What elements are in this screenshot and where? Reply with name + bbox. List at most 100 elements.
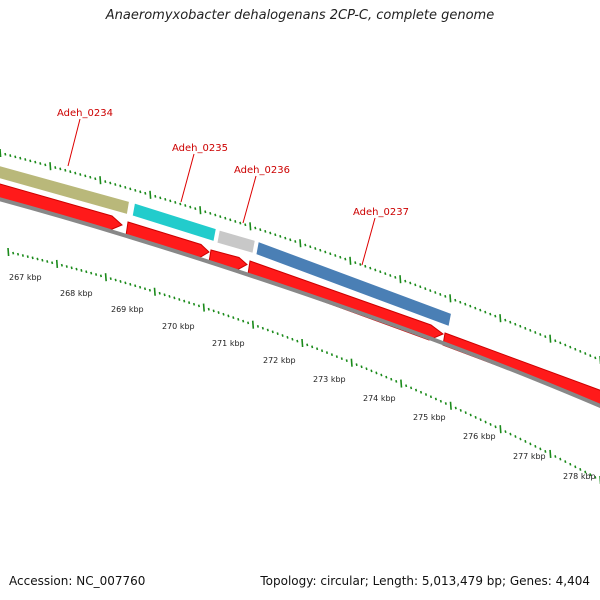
minor-tick <box>294 240 297 243</box>
feature-block-adeh-0237[interactable] <box>255 240 453 328</box>
minor-tick <box>316 347 319 351</box>
minor-tick <box>379 270 382 274</box>
minor-tick <box>232 316 235 320</box>
gene-label[interactable]: Adeh_0237 <box>353 207 409 218</box>
minor-tick <box>204 210 207 214</box>
minor-tick <box>90 271 93 275</box>
minor-tick <box>439 293 442 296</box>
minor-tick <box>489 312 492 316</box>
major-tick <box>499 425 502 434</box>
minor-tick <box>474 306 477 310</box>
minor-tick <box>534 445 537 448</box>
minor-tick <box>46 260 49 263</box>
gene-arrow[interactable] <box>125 221 210 259</box>
minor-tick <box>469 413 472 417</box>
minor-tick <box>119 280 122 283</box>
minor-tick <box>414 283 417 287</box>
major-tick <box>104 273 107 282</box>
minor-tick <box>306 343 309 347</box>
minor-tick <box>242 319 245 323</box>
minor-tick <box>114 183 117 186</box>
major-tick <box>349 256 352 265</box>
scale-label: 273 kbp <box>313 375 346 384</box>
minor-tick <box>124 185 127 189</box>
minor-tick <box>375 371 378 375</box>
minor-tick <box>219 215 222 218</box>
minor-tick <box>209 211 212 215</box>
minor-tick <box>325 351 329 355</box>
minor-tick <box>479 308 482 312</box>
gene-arrow[interactable] <box>0 183 123 231</box>
minor-tick <box>139 285 142 289</box>
minor-tick <box>454 298 457 302</box>
minor-tick <box>429 289 432 292</box>
label-leader-line <box>67 118 81 167</box>
minor-tick <box>64 168 67 172</box>
scale-label: 267 kbp <box>9 273 42 282</box>
label-leader-line <box>242 175 257 224</box>
minor-tick <box>364 264 367 268</box>
minor-tick <box>574 347 577 351</box>
map-title: Anaeromyxobacter dehalogenans 2CP-C, com… <box>105 8 495 23</box>
minor-tick <box>296 339 299 343</box>
minor-tick <box>369 266 372 270</box>
minor-tick <box>559 341 562 345</box>
minor-tick <box>439 399 442 403</box>
genome-backbone <box>0 197 600 409</box>
feature-block-adeh-0234[interactable] <box>0 164 131 216</box>
scale-label: 268 kbp <box>60 289 93 298</box>
minor-tick <box>554 455 557 458</box>
minor-tick <box>60 263 63 267</box>
outer-tick-track <box>0 148 600 365</box>
minor-tick <box>589 473 592 477</box>
minor-tick <box>286 335 289 339</box>
minor-tick <box>69 170 72 174</box>
minor-tick <box>544 335 547 339</box>
minor-tick <box>514 322 517 326</box>
minor-tick <box>85 270 88 274</box>
gene-arrow[interactable] <box>442 332 600 406</box>
minor-tick <box>539 447 542 451</box>
minor-tick <box>9 154 12 157</box>
gene-label[interactable]: Adeh_0236 <box>234 165 290 176</box>
minor-tick <box>394 275 397 279</box>
minor-tick <box>404 279 407 283</box>
minor-tick <box>34 160 37 164</box>
minor-tick <box>529 328 532 332</box>
minor-tick <box>70 266 73 270</box>
major-tick <box>99 176 102 185</box>
minor-tick <box>584 470 587 474</box>
feature-block-adeh-0236[interactable] <box>216 229 256 255</box>
feature-block-adeh-0235[interactable] <box>131 202 217 243</box>
minor-tick <box>284 236 287 240</box>
minor-tick <box>129 187 132 191</box>
gene-label[interactable]: Adeh_0235 <box>172 143 228 154</box>
gene-arrow[interactable] <box>247 260 444 341</box>
minor-tick <box>169 199 172 203</box>
minor-tick <box>89 175 92 179</box>
minor-tick <box>144 191 147 195</box>
minor-tick <box>419 285 422 289</box>
minor-tick <box>159 196 162 200</box>
minor-tick <box>594 475 597 479</box>
minor-tick <box>261 326 264 330</box>
minor-tick <box>489 423 492 426</box>
minor-tick <box>41 258 44 262</box>
gene-label[interactable]: Adeh_0234 <box>57 108 113 119</box>
major-tick <box>350 358 353 367</box>
minor-tick <box>479 418 482 422</box>
minor-tick <box>464 411 467 415</box>
minor-tick <box>84 174 87 178</box>
major-tick <box>499 314 502 323</box>
minor-tick <box>59 167 62 171</box>
minor-tick <box>124 281 127 285</box>
minor-tick <box>65 265 68 268</box>
minor-tick <box>365 367 368 371</box>
scale-label-group: 267 kbp 268 kbp 269 kbp 270 kbp 271 kbp … <box>9 273 596 481</box>
minor-tick <box>80 269 83 272</box>
minor-tick <box>75 267 78 271</box>
minor-tick <box>178 298 181 301</box>
minor-tick <box>207 307 210 311</box>
minor-tick <box>380 373 383 377</box>
minor-tick <box>474 415 477 419</box>
